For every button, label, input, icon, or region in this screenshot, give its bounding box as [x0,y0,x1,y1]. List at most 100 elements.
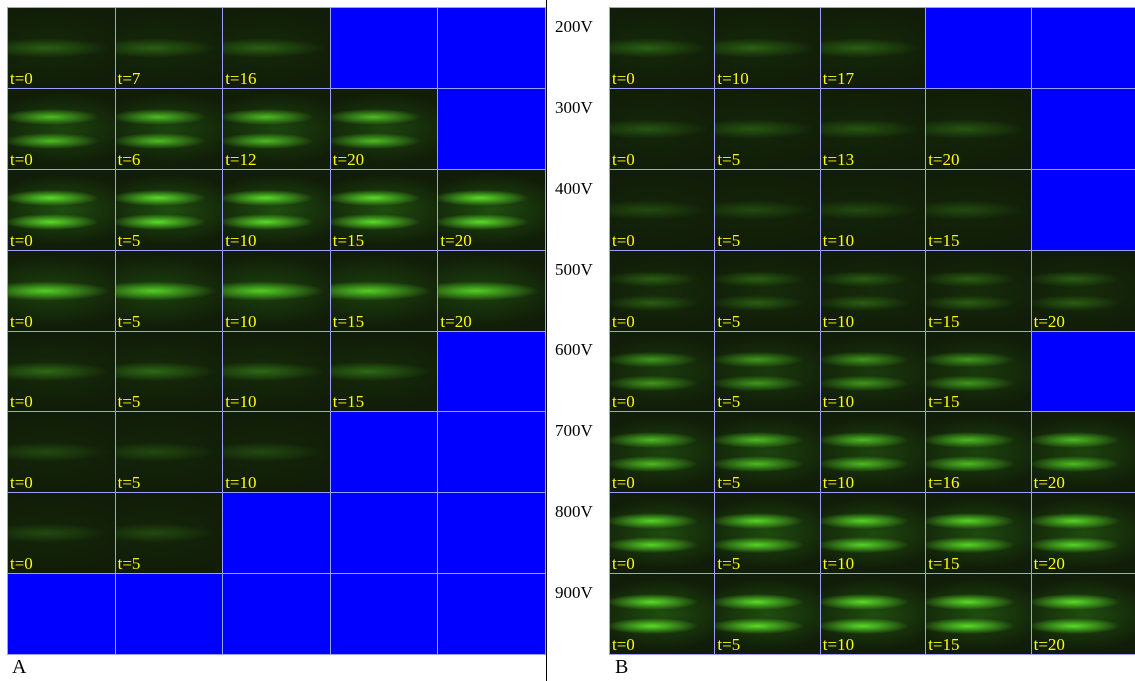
time-label: t=20 [1034,474,1065,492]
time-label: t=12 [225,151,256,169]
image-cell: t=15 [926,493,1030,573]
time-label: t=0 [10,70,33,88]
voltage-label: 700V [555,421,593,441]
image-cell: t=15 [331,251,438,331]
image-cell: t=15 [331,332,438,412]
empty-cell [438,8,545,88]
time-label: t=15 [928,555,959,573]
voltage-label: 500V [555,260,593,280]
image-cell: t=20 [1032,493,1135,573]
time-label: t=5 [717,474,740,492]
image-cell: t=12 [223,89,330,169]
empty-cell [1032,8,1135,88]
image-cell: t=5 [116,332,223,412]
time-label: t=5 [717,232,740,250]
empty-cell [926,8,1030,88]
empty-cell [331,574,438,654]
image-cell: t=15 [926,251,1030,331]
empty-cell [116,574,223,654]
time-label: t=15 [333,232,364,250]
time-label: t=10 [823,393,854,411]
time-label: t=5 [717,393,740,411]
time-label: t=0 [612,636,635,654]
image-cell: t=5 [116,412,223,492]
time-label: t=0 [10,232,33,250]
voltage-label: 800V [555,502,593,522]
image-cell: t=5 [715,493,819,573]
time-label: t=20 [333,151,364,169]
image-cell: t=5 [715,89,819,169]
empty-cell [1032,170,1135,250]
empty-cell [223,493,330,573]
image-cell: t=10 [223,251,330,331]
image-cell: t=0 [610,493,714,573]
image-cell: t=10 [821,412,925,492]
image-cell: t=5 [116,251,223,331]
time-label: t=15 [333,313,364,331]
image-cell: t=0 [610,251,714,331]
image-cell: t=13 [821,89,925,169]
image-cell: t=0 [8,170,115,250]
image-cell: t=0 [8,412,115,492]
time-label: t=10 [823,474,854,492]
image-cell: t=7 [116,8,223,88]
image-cell: t=15 [926,332,1030,412]
image-cell: t=6 [116,89,223,169]
time-label: t=10 [823,313,854,331]
image-cell: t=15 [331,170,438,250]
image-cell: t=0 [8,89,115,169]
image-cell: t=17 [821,8,925,88]
time-label: t=10 [225,474,256,492]
time-label: t=15 [928,636,959,654]
time-label: t=0 [612,70,635,88]
time-label: t=10 [225,232,256,250]
time-label: t=0 [10,151,33,169]
time-label: t=7 [118,70,141,88]
time-label: t=10 [823,555,854,573]
time-label: t=20 [1034,313,1065,331]
image-cell: t=5 [116,170,223,250]
time-label: t=0 [612,313,635,331]
image-cell: t=20 [1032,574,1135,654]
time-label: t=0 [612,474,635,492]
image-cell: t=20 [438,251,545,331]
time-label: t=5 [118,555,141,573]
image-cell: t=5 [715,170,819,250]
image-cell: t=20 [926,89,1030,169]
image-cell: t=5 [715,332,819,412]
empty-cell [223,574,330,654]
image-cell: t=0 [610,89,714,169]
image-cell: t=10 [821,251,925,331]
time-label: t=5 [118,474,141,492]
time-label: t=0 [10,474,33,492]
time-label: t=5 [717,313,740,331]
image-cell: t=5 [715,574,819,654]
empty-cell [438,493,545,573]
time-label: t=15 [928,232,959,250]
empty-cell [438,574,545,654]
image-cell: t=0 [610,8,714,88]
empty-cell [438,412,545,492]
image-cell: t=5 [116,493,223,573]
panel-label: A [12,656,26,679]
time-label: t=0 [10,393,33,411]
time-label: t=16 [928,474,959,492]
time-label: t=10 [225,313,256,331]
time-label: t=5 [717,151,740,169]
image-cell: t=5 [715,251,819,331]
time-label: t=15 [928,393,959,411]
voltage-label: 600V [555,340,593,360]
voltage-label: 900V [555,583,593,603]
empty-cell [1032,332,1135,412]
time-label: t=0 [612,232,635,250]
image-cell: t=10 [821,574,925,654]
time-label: t=15 [333,393,364,411]
voltage-label: 400V [555,179,593,199]
time-label: t=10 [823,232,854,250]
empty-cell [331,8,438,88]
image-cell: t=20 [1032,251,1135,331]
time-label: t=6 [118,151,141,169]
time-label: t=0 [612,151,635,169]
